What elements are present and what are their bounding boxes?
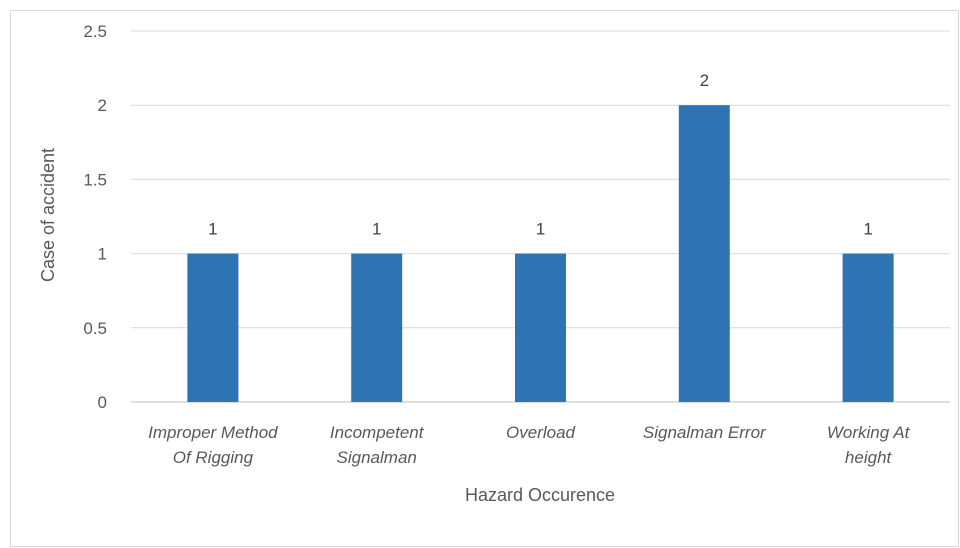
y-axis-title: Case of accident — [38, 148, 58, 282]
data-label: 1 — [372, 220, 381, 239]
data-label: 2 — [700, 71, 709, 90]
data-label: 1 — [536, 220, 545, 239]
bar — [351, 253, 403, 402]
x-axis-title: Hazard Occurence — [465, 485, 615, 505]
x-category-label: Working At height — [827, 423, 911, 467]
bar — [678, 105, 730, 402]
x-category-label: Improper Method Of Rigging — [148, 423, 278, 467]
y-tick-label: 2.5 — [83, 22, 107, 41]
bar — [187, 253, 239, 402]
y-tick-label: 1.5 — [83, 170, 107, 189]
bar — [842, 253, 894, 402]
data-labels: 1 1 1 2 1 — [208, 71, 873, 238]
x-category-label: Incompetent Signalman — [330, 423, 425, 467]
bars — [187, 105, 894, 402]
y-tick-label: 0 — [98, 393, 107, 412]
gridlines — [131, 30, 950, 403]
chart-frame — [10, 10, 959, 547]
x-axis-categories: Improper Method Of Rigging Incompetent Sign… — [148, 423, 910, 467]
x-category-label: Overload — [506, 423, 576, 442]
y-tick-label: 1 — [98, 245, 107, 264]
data-label: 1 — [208, 220, 217, 239]
y-axis-ticks: 0 0.5 1 1.5 2 2.5 — [83, 22, 107, 412]
y-tick-label: 0.5 — [83, 319, 107, 338]
bar — [515, 253, 566, 402]
data-label: 1 — [863, 220, 872, 239]
x-category-label: Signalman Error — [643, 423, 767, 442]
y-tick-label: 2 — [98, 96, 107, 115]
